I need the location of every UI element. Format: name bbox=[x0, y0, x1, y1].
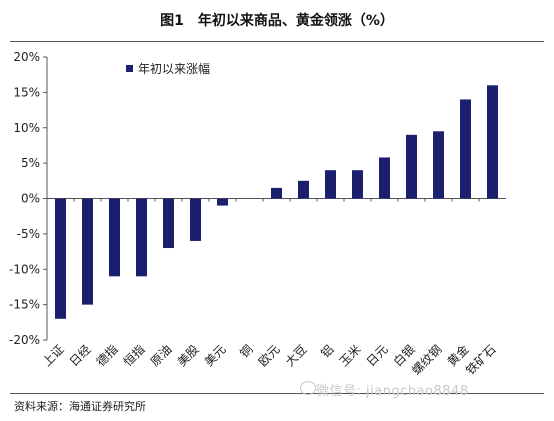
bar-铁矿石 bbox=[487, 85, 498, 199]
source-note: 资料来源：海通证券研究所 bbox=[14, 400, 146, 413]
bar-日元 bbox=[379, 157, 390, 199]
bar-原油 bbox=[163, 198, 174, 249]
y-tick-label: 5% bbox=[21, 156, 40, 170]
wechat-icon bbox=[300, 381, 316, 395]
bar-德指 bbox=[109, 198, 120, 277]
bar-恒指 bbox=[136, 198, 147, 277]
x-category-label: 上证 bbox=[40, 342, 67, 369]
y-tick-label: 10% bbox=[13, 121, 40, 135]
x-category-label: 铝 bbox=[318, 342, 337, 361]
legend-label: 年初以来涨幅 bbox=[138, 61, 210, 76]
bar-美股 bbox=[190, 198, 201, 241]
x-category-label: 铁矿石 bbox=[463, 342, 498, 377]
x-category-label: 德指 bbox=[93, 342, 121, 370]
y-tick-label: -10% bbox=[9, 262, 40, 276]
bottom-rule bbox=[10, 393, 544, 394]
y-tick-label: -20% bbox=[9, 333, 40, 347]
y-tick-label: 15% bbox=[13, 85, 40, 99]
x-category-label: 玉米 bbox=[337, 342, 364, 369]
figure-title: 图1 年初以来商品、黄金领涨（%） bbox=[160, 13, 394, 29]
bar-白银 bbox=[406, 134, 417, 199]
x-category-label: 恒指 bbox=[120, 342, 148, 370]
x-category-label: 日经 bbox=[67, 342, 94, 369]
bar-日经 bbox=[82, 198, 93, 305]
y-tick-label: -5% bbox=[17, 227, 40, 241]
x-category-label: 铜 bbox=[237, 342, 256, 361]
bar-大豆 bbox=[298, 180, 309, 199]
x-category-label: 原油 bbox=[148, 342, 175, 369]
bar-黄金 bbox=[460, 99, 471, 199]
x-category-label: 美元 bbox=[202, 342, 229, 369]
y-tick-label: 20% bbox=[13, 50, 40, 64]
x-category-label: 日元 bbox=[364, 342, 391, 369]
bar-玉米 bbox=[352, 170, 363, 199]
bar-欧元 bbox=[271, 187, 282, 199]
bar-螺纹钢 bbox=[433, 131, 444, 199]
x-category-label: 欧元 bbox=[256, 342, 283, 369]
y-tick-label: 0% bbox=[21, 192, 40, 206]
bar-chart: -20% -15% -10% -5% 0% 5% 10% 15% 20% 上证 日经 德指 恒指 原油 美股… bbox=[9, 50, 506, 378]
x-category-label: 大豆 bbox=[283, 342, 310, 369]
bar-上证 bbox=[55, 198, 66, 319]
bar-铝 bbox=[325, 170, 336, 199]
title-rule bbox=[10, 41, 544, 42]
x-category-label: 美股 bbox=[175, 342, 202, 369]
bar-美元 bbox=[217, 198, 228, 206]
x-category-label: 螺纹钢 bbox=[409, 342, 444, 377]
y-tick-label: -15% bbox=[9, 298, 40, 312]
legend-swatch bbox=[126, 65, 133, 72]
watermark: 微信号: jiangchao8848 bbox=[316, 384, 469, 399]
